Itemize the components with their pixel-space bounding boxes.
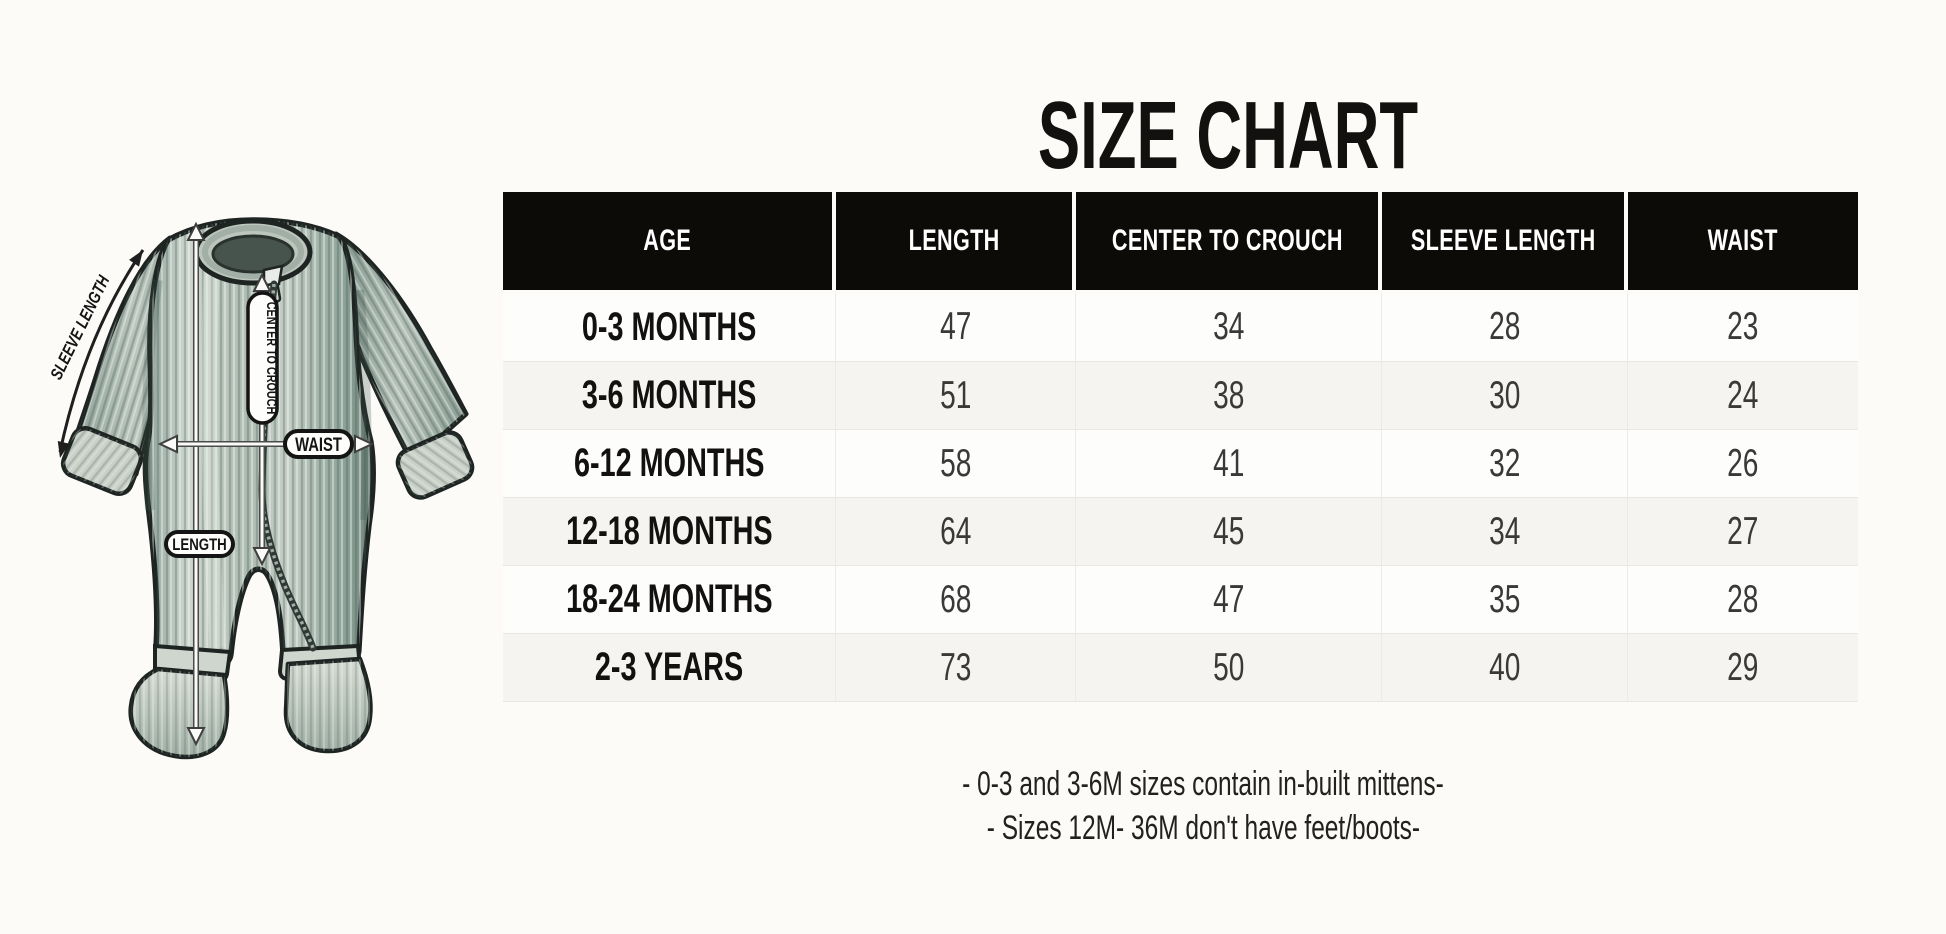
value-cell: 58: [836, 430, 1076, 497]
cell-text: 35: [1488, 577, 1521, 621]
header-cell-age: AGE: [503, 192, 836, 290]
value-cell: 50: [1076, 634, 1382, 701]
cell-text: 64: [939, 509, 972, 553]
cell-text: 50: [1212, 645, 1245, 689]
left-foot: [128, 666, 230, 760]
length-pill: LENGTH: [164, 530, 235, 558]
table-row: 0-3 MONTHS 47 34 28 23: [503, 293, 1858, 361]
table-row: 6-12 MONTHS 58 41 32 26: [503, 429, 1858, 497]
cell-text: 38: [1212, 373, 1245, 417]
table-header-row: AGE LENGTH CENTER TO CROUCH SLEEVE LENGT…: [503, 192, 1858, 290]
value-cell: 41: [1076, 430, 1382, 497]
footnote-mittens: - 0-3 and 3-6M sizes contain in-built mi…: [869, 762, 1538, 806]
header-text: AGE: [643, 224, 692, 257]
cell-text: 23: [1727, 305, 1759, 348]
cell-text: 29: [1727, 645, 1759, 689]
age-cell: 3-6 MONTHS: [503, 362, 836, 429]
cell-text: 41: [1212, 441, 1245, 485]
table-row: 12-18 MONTHS 64 45 34 27: [503, 497, 1858, 565]
cell-text: 0-3 MONTHS: [581, 304, 757, 349]
cell-text: 6-12 MONTHS: [573, 441, 765, 485]
center-to-crouch-pill: CENTER TO CROUCH: [246, 291, 279, 425]
footnote-text: - Sizes 12M- 36M don't have feet/boots-: [986, 809, 1420, 847]
cell-text: 47: [939, 305, 972, 348]
value-cell: 26: [1628, 430, 1858, 497]
footnotes: - 0-3 and 3-6M sizes contain in-built mi…: [869, 762, 1538, 850]
cell-text: 68: [939, 577, 972, 621]
table-row: 3-6 MONTHS 51 38 30 24: [503, 361, 1858, 429]
value-cell: 28: [1382, 293, 1628, 361]
cell-text: 58: [939, 441, 972, 485]
value-cell: 64: [836, 498, 1076, 565]
cell-text: 34: [1488, 509, 1521, 553]
value-cell: 30: [1382, 362, 1628, 429]
onesie-measurement-figure: SLEEVE LENGTH: [30, 180, 480, 840]
cell-text: 2-3 YEARS: [594, 645, 744, 689]
value-cell: 40: [1382, 634, 1628, 701]
value-cell: 27: [1628, 498, 1858, 565]
header-text: LENGTH: [908, 224, 1000, 257]
cell-text: 28: [1727, 577, 1759, 621]
cell-text: 3-6 MONTHS: [581, 373, 757, 417]
cell-text: 45: [1212, 509, 1245, 553]
cell-text: 28: [1488, 305, 1521, 348]
value-cell: 35: [1382, 566, 1628, 633]
cell-text: 24: [1727, 373, 1759, 417]
cell-text: 47: [1212, 577, 1245, 621]
page-title-text: SIZE CHART: [1037, 82, 1419, 189]
value-cell: 68: [836, 566, 1076, 633]
table-row: 18-24 MONTHS 68 47 35 28: [503, 565, 1858, 633]
age-cell: 6-12 MONTHS: [503, 430, 836, 497]
right-sleeve: [330, 231, 475, 500]
waist-label: WAIST: [295, 434, 342, 455]
header-text: WAIST: [1707, 224, 1779, 257]
length-arrow: [186, 221, 206, 747]
age-cell: 12-18 MONTHS: [503, 498, 836, 565]
cell-text: 18-24 MONTHS: [565, 577, 773, 621]
header-text: CENTER TO CROUCH: [1111, 224, 1343, 257]
cell-text: 73: [939, 645, 972, 689]
age-cell: 2-3 YEARS: [503, 634, 836, 701]
value-cell: 38: [1076, 362, 1382, 429]
center-to-crouch-label: CENTER TO CROUCH: [264, 302, 279, 415]
page-title: SIZE CHART: [940, 82, 1516, 189]
header-cell-length: LENGTH: [836, 192, 1076, 290]
value-cell: 34: [1382, 498, 1628, 565]
right-foot: [283, 656, 373, 754]
cell-text: 26: [1727, 441, 1759, 485]
value-cell: 23: [1628, 293, 1858, 361]
waist-pill: WAIST: [283, 429, 354, 459]
cell-text: 34: [1212, 305, 1245, 348]
cell-text: 51: [939, 373, 972, 417]
header-cell-sleeve-length: SLEEVE LENGTH: [1382, 192, 1628, 290]
cell-text: 12-18 MONTHS: [565, 509, 773, 553]
header-cell-center-to-crouch: CENTER TO CROUCH: [1076, 192, 1382, 290]
header-cell-waist: WAIST: [1628, 192, 1858, 290]
value-cell: 73: [836, 634, 1076, 701]
value-cell: 28: [1628, 566, 1858, 633]
value-cell: 47: [836, 293, 1076, 361]
header-text: SLEEVE LENGTH: [1410, 224, 1596, 257]
sleeve-length-arrow: [57, 249, 145, 458]
value-cell: 51: [836, 362, 1076, 429]
table-row: 2-3 YEARS 73 50 40 29: [503, 633, 1858, 701]
age-cell: 18-24 MONTHS: [503, 566, 836, 633]
age-cell: 0-3 MONTHS: [503, 293, 836, 361]
value-cell: 24: [1628, 362, 1858, 429]
value-cell: 32: [1382, 430, 1628, 497]
value-cell: 29: [1628, 634, 1858, 701]
footnote-text: - 0-3 and 3-6M sizes contain in-built mi…: [962, 765, 1444, 803]
length-label: LENGTH: [172, 536, 226, 555]
value-cell: 34: [1076, 293, 1382, 361]
footnote-feet: - Sizes 12M- 36M don't have feet/boots-: [869, 806, 1538, 850]
onesie-illustration: SLEEVE LENGTH: [47, 217, 475, 760]
value-cell: 45: [1076, 498, 1382, 565]
cell-text: 30: [1488, 373, 1521, 417]
cell-text: 40: [1488, 645, 1521, 689]
cell-text: 27: [1727, 509, 1759, 553]
size-table: AGE LENGTH CENTER TO CROUCH SLEEVE LENGT…: [503, 192, 1858, 702]
table-body: 0-3 MONTHS 47 34 28 23 3-6 MONTHS 51 38 30 24 6-12…: [503, 293, 1858, 702]
cell-text: 32: [1488, 441, 1521, 485]
value-cell: 47: [1076, 566, 1382, 633]
